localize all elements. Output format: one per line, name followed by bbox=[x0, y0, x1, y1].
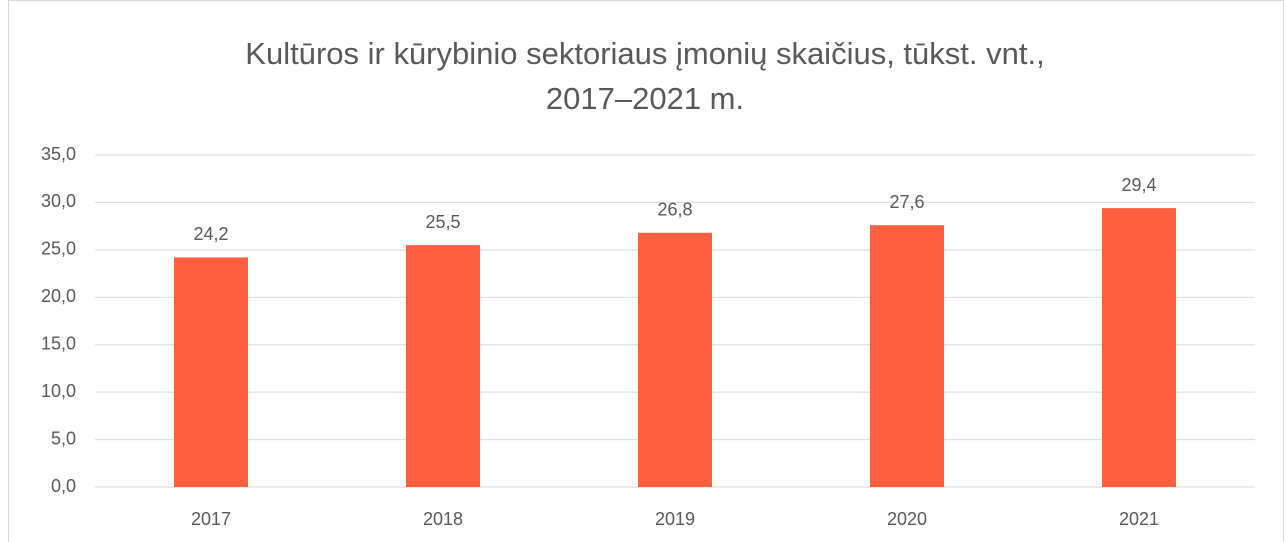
x-tick-label: 2021 bbox=[1119, 509, 1159, 529]
x-tick-label: 2018 bbox=[423, 509, 463, 529]
chart-title: 2017–2021 m. bbox=[546, 81, 744, 116]
x-tick-label: 2017 bbox=[191, 509, 231, 529]
y-tick-label: 30,0 bbox=[41, 191, 76, 211]
x-tick-label: 2019 bbox=[655, 509, 695, 529]
bar bbox=[406, 245, 480, 487]
y-tick-label: 25,0 bbox=[41, 239, 76, 259]
y-tick-label: 35,0 bbox=[41, 144, 76, 164]
x-tick-label: 2020 bbox=[887, 509, 927, 529]
y-tick-label: 0,0 bbox=[51, 476, 76, 496]
y-tick-label: 10,0 bbox=[41, 381, 76, 401]
data-label: 29,4 bbox=[1121, 175, 1156, 195]
bar bbox=[1102, 208, 1176, 487]
y-tick-label: 15,0 bbox=[41, 333, 76, 353]
data-label: 27,6 bbox=[889, 192, 924, 212]
chart-border bbox=[8, 0, 1284, 542]
bar bbox=[870, 225, 944, 488]
data-label: 26,8 bbox=[657, 200, 692, 220]
y-tick-label: 20,0 bbox=[41, 286, 76, 306]
bar bbox=[174, 257, 248, 487]
bar bbox=[638, 232, 712, 487]
y-tick-label: 5,0 bbox=[51, 428, 76, 448]
chart-title: Kultūros ir kūrybinio sektoriaus įmonių … bbox=[245, 36, 1044, 71]
data-label: 24,2 bbox=[193, 224, 228, 244]
data-label: 25,5 bbox=[425, 212, 460, 232]
